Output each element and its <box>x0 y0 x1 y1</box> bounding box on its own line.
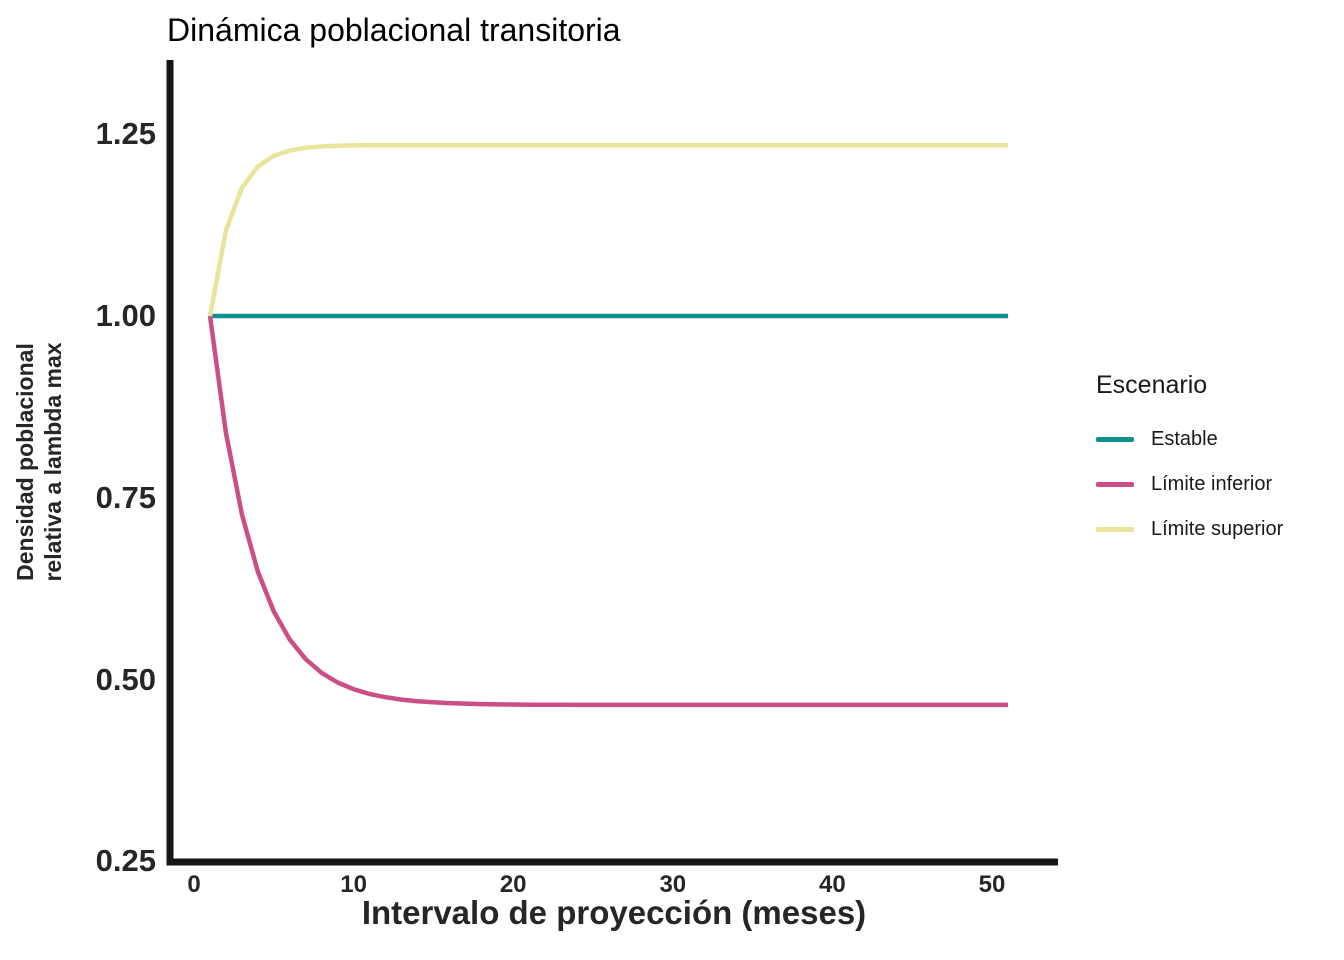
legend-key-line <box>1096 527 1134 532</box>
x-axis-title: Intervalo de proyección (meses) <box>361 894 867 931</box>
x-tick-label: 10 <box>340 871 367 898</box>
chart-title: Dinámica poblacional transitoria <box>167 12 621 48</box>
x-tick-label: 20 <box>499 871 527 898</box>
legend-item: Estable <box>1096 426 1283 453</box>
legend: Escenario Estable Límite inferior Límite s… <box>1096 370 1283 543</box>
y-tick-label: 0.50 <box>95 661 156 697</box>
legend-item: Límite superior <box>1096 516 1283 543</box>
legend-rows: Estable Límite inferior Límite superior <box>1096 426 1283 543</box>
legend-key-line <box>1096 437 1134 442</box>
x-tick-label: 40 <box>819 871 846 898</box>
y-tick-label: 0.25 <box>95 843 156 879</box>
y-tick-label: 0.75 <box>95 479 156 515</box>
y-axis-title: Densidad poblacional relativa a lambda m… <box>11 342 67 581</box>
series-line-l-mite-inferior <box>207 315 1008 708</box>
y-tick-label: 1.25 <box>95 116 156 152</box>
y-tick-label: 1.00 <box>95 298 156 333</box>
legend-title: Escenario <box>1096 371 1208 399</box>
series-line-l-mite-superior <box>207 142 1008 317</box>
legend-key-line <box>1096 482 1134 487</box>
legend-item: Límite inferior <box>1096 471 1283 498</box>
x-tick-label: 0 <box>187 871 201 898</box>
y-axis-title-line1: Densidad poblacional <box>12 343 38 581</box>
y-axis-title-line2: relativa a lambda max <box>40 342 66 582</box>
x-tick-label: 30 <box>659 871 687 898</box>
legend-item-label: Límite superior <box>1151 518 1284 540</box>
x-tick-label: 50 <box>978 871 1006 898</box>
legend-item-label: Estable <box>1151 428 1218 450</box>
legend-item-label: Límite inferior <box>1151 473 1273 495</box>
